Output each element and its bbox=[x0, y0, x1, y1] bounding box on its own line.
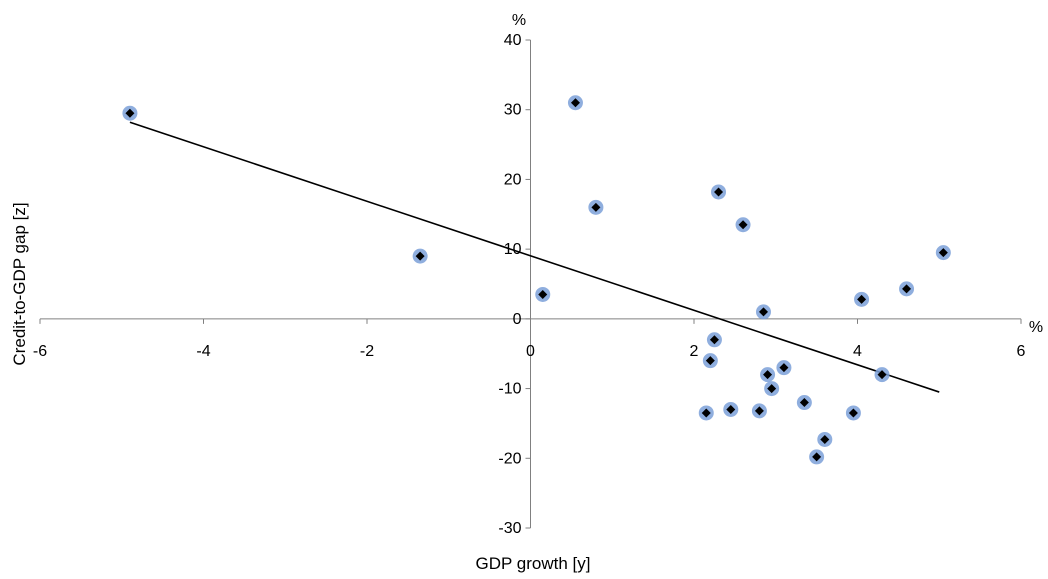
y-tick-label: 0 bbox=[513, 311, 522, 328]
x-tick-label: 4 bbox=[853, 343, 862, 360]
data-point bbox=[723, 401, 739, 417]
data-point-diamond bbox=[705, 356, 715, 366]
data-point bbox=[706, 332, 722, 348]
data-point bbox=[735, 217, 751, 233]
data-point bbox=[935, 245, 951, 261]
x-unit-label: % bbox=[1029, 319, 1043, 336]
data-point-diamond bbox=[938, 248, 948, 258]
data-point bbox=[854, 291, 870, 307]
data-point bbox=[698, 405, 714, 421]
x-tick-label: -2 bbox=[360, 343, 374, 360]
data-point bbox=[809, 449, 825, 465]
data-point bbox=[567, 95, 583, 111]
x-tick-label: 2 bbox=[690, 343, 699, 360]
data-point-diamond bbox=[902, 284, 912, 294]
data-point-diamond bbox=[738, 220, 748, 230]
data-point-diamond bbox=[779, 363, 789, 373]
data-point bbox=[899, 281, 915, 297]
y-tick-label: 30 bbox=[504, 102, 522, 119]
data-point bbox=[535, 286, 551, 302]
data-point bbox=[817, 431, 833, 447]
data-point-diamond bbox=[591, 202, 601, 212]
points-group bbox=[122, 95, 951, 465]
y-tick-label: 10 bbox=[504, 241, 522, 258]
data-point-diamond bbox=[754, 406, 764, 416]
x-tick-label: -4 bbox=[196, 343, 210, 360]
data-point-diamond bbox=[701, 408, 711, 418]
data-point bbox=[796, 395, 812, 411]
data-point-diamond bbox=[848, 408, 858, 418]
data-point-diamond bbox=[726, 404, 736, 414]
data-point bbox=[751, 403, 767, 419]
data-point-diamond bbox=[538, 289, 548, 299]
data-point-diamond bbox=[812, 452, 822, 462]
trendline bbox=[129, 121, 940, 393]
data-point bbox=[588, 199, 604, 215]
data-point-diamond bbox=[415, 251, 425, 261]
y-tick-label: -10 bbox=[498, 381, 521, 398]
data-point bbox=[764, 381, 780, 397]
x-tick-label: -6 bbox=[33, 343, 47, 360]
x-axis-label: GDP growth [y] bbox=[476, 554, 591, 573]
data-point-diamond bbox=[758, 307, 768, 317]
data-point-diamond bbox=[877, 370, 887, 380]
data-point bbox=[702, 353, 718, 369]
y-tick-label: 20 bbox=[504, 171, 522, 188]
y-axis-label: Credit-to-GDP gap [z] bbox=[10, 202, 29, 365]
data-point bbox=[760, 367, 776, 383]
data-point bbox=[845, 405, 861, 421]
data-point-diamond bbox=[709, 335, 719, 345]
data-point-diamond bbox=[857, 294, 867, 304]
y-unit-label: % bbox=[512, 12, 526, 29]
data-point-diamond bbox=[799, 398, 809, 408]
axes bbox=[39, 39, 1022, 529]
y-tick-label: -30 bbox=[498, 520, 521, 537]
data-point-diamond bbox=[767, 384, 777, 394]
data-point-diamond bbox=[125, 108, 135, 118]
data-point-diamond bbox=[570, 98, 580, 108]
data-point bbox=[412, 248, 428, 264]
data-point bbox=[711, 184, 727, 200]
y-tick-label: 40 bbox=[504, 32, 522, 49]
x-tick-label: 0 bbox=[526, 343, 535, 360]
y-tick-label: -20 bbox=[498, 450, 521, 467]
data-point bbox=[122, 105, 138, 121]
data-point-diamond bbox=[763, 370, 773, 380]
data-point-diamond bbox=[820, 434, 830, 444]
data-point bbox=[874, 367, 890, 383]
data-point bbox=[755, 304, 771, 320]
data-point-diamond bbox=[714, 187, 724, 197]
data-point bbox=[776, 360, 792, 376]
x-tick-label: 6 bbox=[1017, 343, 1026, 360]
trendline-group bbox=[129, 121, 940, 393]
